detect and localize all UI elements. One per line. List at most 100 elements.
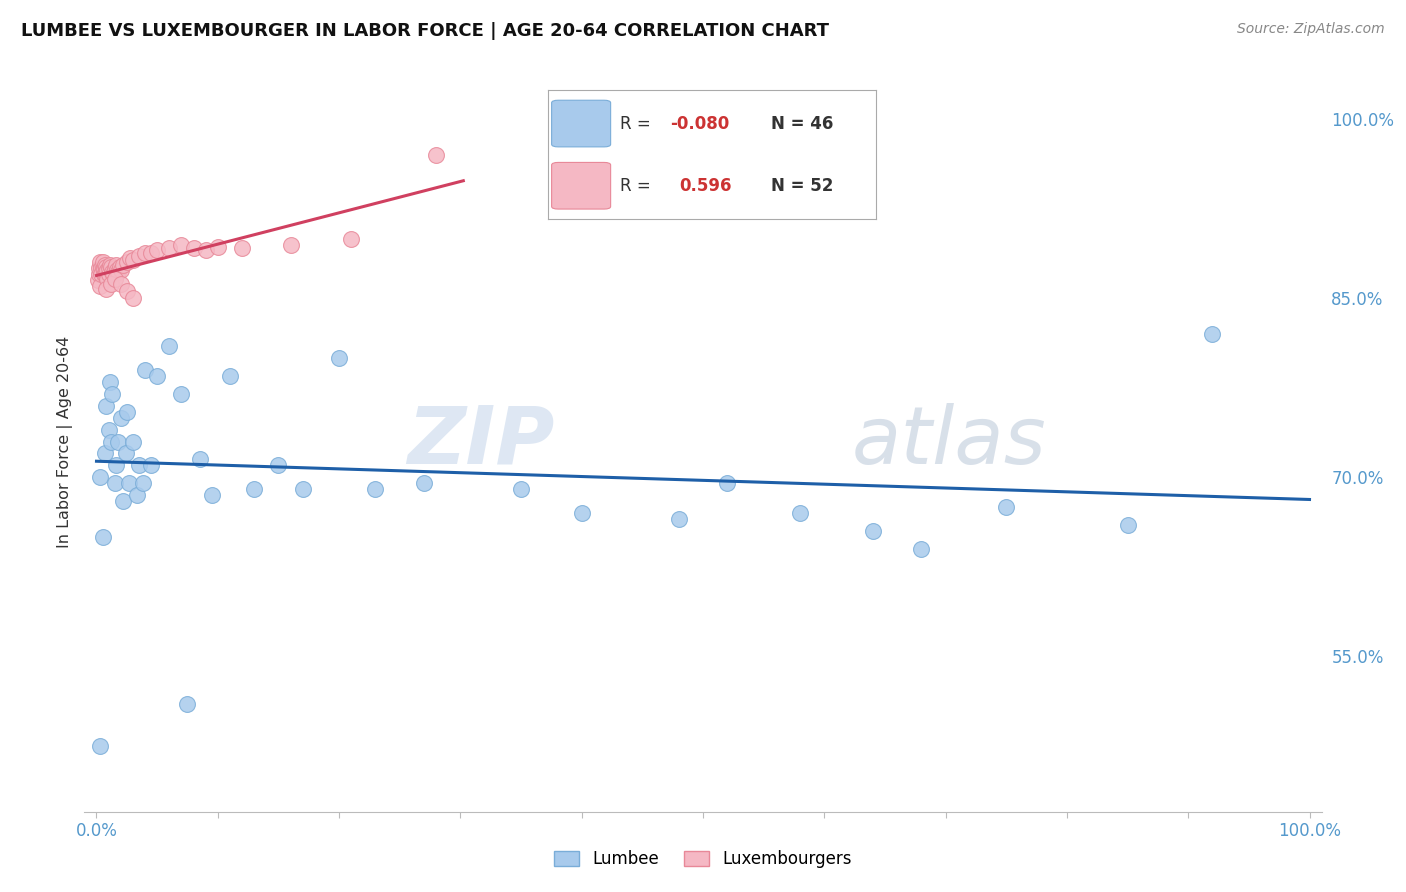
Point (510, 483, 533, 497)
Point (188, 452, 211, 467)
Point (176, 698, 198, 712)
Point (104, 458, 127, 473)
Point (231, 241, 253, 255)
Point (104, 272, 127, 286)
Point (425, 148, 447, 162)
Point (93, 261, 115, 276)
Point (110, 277, 132, 291)
Point (125, 488, 148, 502)
Point (97, 423, 120, 437)
Point (122, 291, 145, 305)
Point (110, 262, 132, 277)
Point (328, 351, 350, 365)
Point (364, 483, 387, 497)
Point (89, 279, 111, 293)
Point (207, 240, 229, 254)
Point (122, 253, 145, 268)
Point (91, 255, 114, 269)
Point (91, 530, 114, 544)
Point (571, 506, 593, 520)
Point (101, 386, 124, 401)
Point (291, 483, 314, 497)
Point (115, 405, 138, 419)
Legend: Lumbee, Luxembourgers: Lumbee, Luxembourgers (547, 844, 859, 875)
Point (96, 399, 118, 413)
Point (98, 375, 121, 389)
Point (104, 258, 127, 272)
Point (100, 434, 122, 449)
Point (98, 258, 121, 272)
Point (120, 251, 142, 265)
Point (96, 282, 118, 296)
Point (1116, 518, 1139, 533)
Point (910, 541, 932, 556)
Text: LUMBEE VS LUXEMBOURGER IN LABOR FORCE | AGE 20-64 CORRELATION CHART: LUMBEE VS LUXEMBOURGER IN LABOR FORCE | … (21, 22, 830, 40)
Point (995, 500, 1018, 515)
Point (219, 368, 242, 383)
Text: Source: ZipAtlas.com: Source: ZipAtlas.com (1237, 22, 1385, 37)
Point (87, 261, 110, 276)
Point (97, 268, 120, 282)
Point (243, 483, 266, 497)
Point (128, 458, 150, 473)
Text: ZIP: ZIP (408, 402, 554, 481)
Point (93, 268, 115, 282)
Point (413, 476, 436, 491)
Point (128, 250, 150, 264)
Point (131, 476, 153, 491)
Point (96, 260, 118, 275)
Point (267, 458, 290, 473)
Point (668, 512, 690, 526)
Point (96, 262, 118, 277)
Point (94, 268, 117, 282)
Y-axis label: In Labor Force | Age 20-64: In Labor Force | Age 20-64 (58, 335, 73, 548)
Point (201, 488, 224, 502)
Point (114, 446, 136, 460)
Point (789, 506, 811, 520)
Point (90, 261, 112, 276)
Point (94, 446, 117, 460)
Point (157, 339, 180, 353)
Point (94, 258, 117, 272)
Point (862, 524, 884, 538)
Point (139, 245, 162, 260)
Point (194, 244, 217, 258)
Point (122, 434, 145, 449)
Point (108, 260, 131, 275)
Point (104, 476, 127, 491)
Point (110, 410, 132, 425)
Point (91, 261, 114, 276)
Point (89, 470, 111, 484)
Point (183, 241, 205, 255)
Point (170, 237, 193, 252)
Point (104, 261, 127, 276)
Point (112, 258, 135, 272)
Point (134, 245, 156, 260)
Point (146, 368, 169, 383)
Point (90, 268, 112, 282)
Point (89, 255, 111, 269)
Point (157, 241, 180, 255)
Point (100, 260, 122, 275)
Point (86, 273, 108, 287)
Point (134, 363, 156, 377)
Point (96, 272, 118, 286)
Point (716, 476, 738, 491)
Point (1201, 327, 1223, 342)
Point (107, 434, 129, 449)
Point (146, 244, 169, 258)
Point (340, 231, 363, 245)
Point (280, 237, 302, 252)
Point (96, 265, 118, 279)
Point (89, 739, 111, 753)
Point (170, 386, 193, 401)
Point (87, 268, 110, 282)
Point (97, 261, 120, 276)
Text: atlas: atlas (852, 402, 1046, 481)
Point (105, 262, 128, 277)
Point (107, 265, 129, 279)
Point (115, 255, 138, 269)
Point (101, 265, 124, 279)
Point (112, 494, 135, 508)
Point (100, 277, 122, 291)
